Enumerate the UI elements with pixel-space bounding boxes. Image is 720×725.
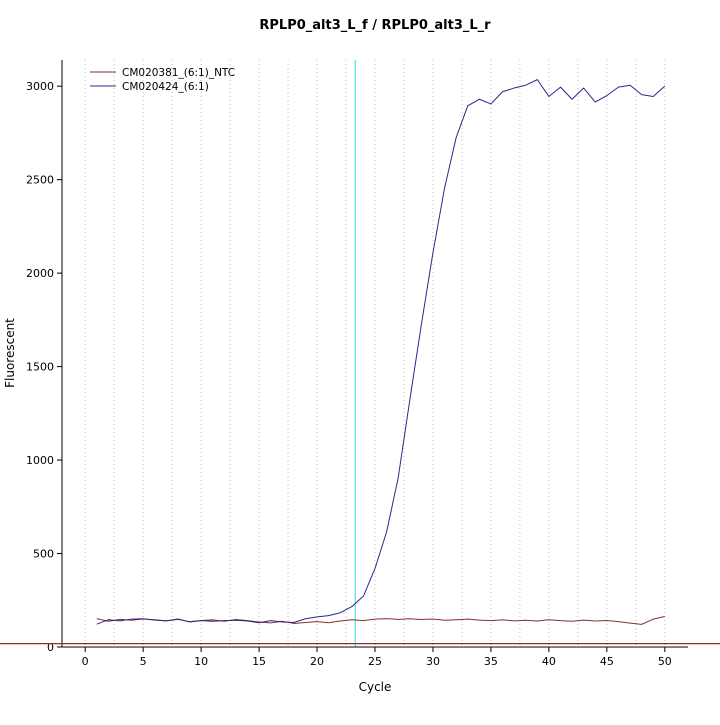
series-lines xyxy=(0,79,720,645)
x-tick-label: 20 xyxy=(310,655,324,668)
x-tick-label: 45 xyxy=(600,655,614,668)
axes: 0 5 10 15 20 25 30 35 40 45 5005001000150020002500… xyxy=(26,60,688,668)
x-tick-label: 5 xyxy=(140,655,147,668)
y-tick-label: 500 xyxy=(33,548,54,561)
y-tick-label: 1000 xyxy=(26,454,54,467)
x-tick-label: 35 xyxy=(484,655,498,668)
y-tick-label: 2000 xyxy=(26,267,54,280)
x-tick-label: 15 xyxy=(252,655,266,668)
y-tick-label: 2500 xyxy=(26,174,54,187)
x-tick-label: 30 xyxy=(426,655,440,668)
x-tick-label: 50 xyxy=(658,655,672,668)
y-tick-label: 1500 xyxy=(26,361,54,374)
x-tick-label: 40 xyxy=(542,655,556,668)
chart-title: RPLP0_alt3_L_f / RPLP0_alt3_L_r xyxy=(259,18,491,33)
series-line-1 xyxy=(96,79,666,625)
gridlines xyxy=(84,60,666,647)
y-tick-label: 3000 xyxy=(26,80,54,93)
y-tick-label: 0 xyxy=(47,641,54,654)
x-axis-label: Cycle xyxy=(359,680,392,694)
x-tick-label: 0 xyxy=(82,655,89,668)
x-tick-label: 25 xyxy=(368,655,382,668)
legend: CM020381_(6:1)_NTC CM020424_(6:1) xyxy=(90,67,235,93)
legend-label-sample: CM020424_(6:1) xyxy=(122,81,209,93)
legend-label-ntc: CM020381_(6:1)_NTC xyxy=(122,67,235,79)
y-axis-label: Fluorescent xyxy=(3,318,17,388)
x-tick-label: 10 xyxy=(194,655,208,668)
